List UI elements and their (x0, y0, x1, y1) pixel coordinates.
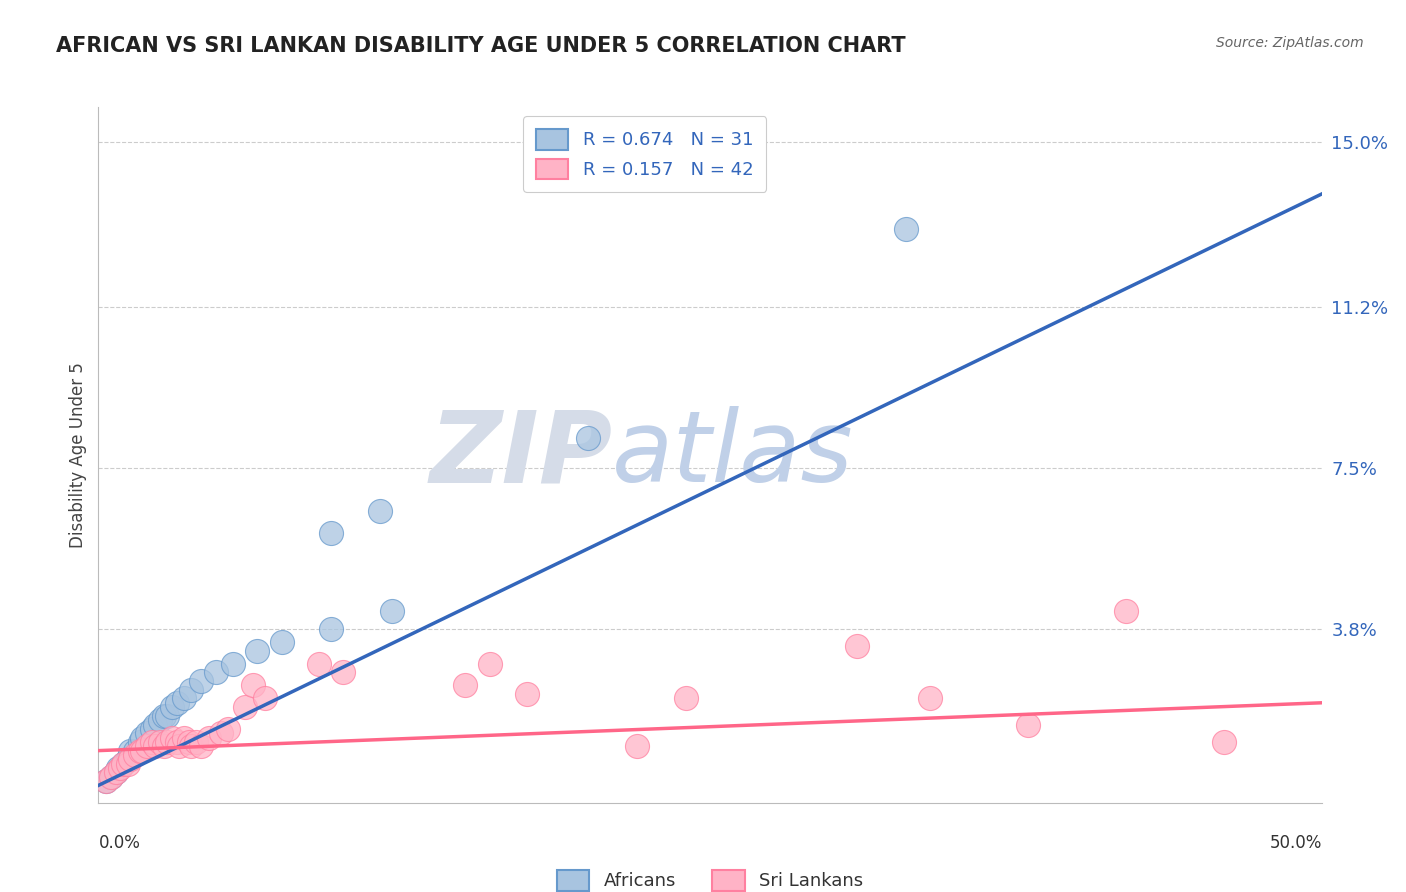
Point (217, 722, 239, 736)
Point (131, 744, 153, 758)
Point (319, 622, 342, 636)
Point (190, 739, 212, 754)
Point (319, 526, 342, 541)
Point (110, 761, 132, 775)
Point (845, 639, 868, 653)
Point (160, 700, 183, 714)
Point (120, 752, 142, 766)
Point (180, 739, 202, 754)
Point (167, 739, 190, 754)
Point (136, 739, 159, 754)
Point (173, 731, 195, 745)
Point (166, 696, 188, 710)
Point (149, 735, 172, 749)
Point (368, 504, 391, 518)
Point (104, 765, 127, 780)
Point (186, 735, 208, 749)
Point (141, 722, 163, 736)
Point (478, 657, 501, 671)
Point (156, 708, 179, 723)
Text: 0.0%: 0.0% (98, 834, 141, 852)
Text: 50.0%: 50.0% (1270, 834, 1322, 852)
Point (173, 691, 195, 706)
Point (124, 747, 146, 762)
Point (94, 774, 117, 789)
Point (381, 605, 404, 619)
Legend: Africans, Sri Lankans: Africans, Sri Lankans (550, 863, 870, 892)
Point (920, 691, 942, 706)
Point (209, 726, 232, 740)
Point (246, 643, 269, 657)
Point (100, 770, 122, 784)
Point (454, 678, 477, 692)
Point (143, 739, 166, 754)
Point (104, 765, 127, 780)
Point (515, 687, 537, 701)
Point (100, 770, 122, 784)
Point (1115, 605, 1137, 619)
Point (143, 717, 166, 731)
Point (129, 735, 152, 749)
Point (129, 744, 152, 758)
Point (111, 756, 134, 771)
Y-axis label: Disability Age Under 5: Disability Age Under 5 (69, 362, 87, 548)
Point (94, 774, 117, 789)
Text: Source: ZipAtlas.com: Source: ZipAtlas.com (1216, 36, 1364, 50)
Point (180, 682, 202, 697)
Point (233, 700, 256, 714)
Point (136, 726, 159, 740)
Point (308, 657, 330, 671)
Point (160, 731, 183, 745)
Point (1017, 717, 1039, 731)
Point (197, 731, 219, 745)
Point (153, 708, 176, 723)
Point (894, 221, 917, 235)
Point (153, 739, 176, 754)
Point (190, 674, 212, 689)
Point (222, 657, 245, 671)
Point (1212, 735, 1234, 749)
Point (626, 739, 648, 754)
Point (270, 635, 294, 649)
Point (177, 735, 200, 749)
Point (576, 431, 599, 445)
Point (166, 735, 188, 749)
Point (107, 761, 129, 775)
Point (111, 756, 134, 771)
Text: AFRICAN VS SRI LANKAN DISABILITY AGE UNDER 5 CORRELATION CHART: AFRICAN VS SRI LANKAN DISABILITY AGE UND… (56, 36, 905, 55)
Text: ZIP: ZIP (429, 407, 612, 503)
Point (124, 744, 146, 758)
Point (117, 756, 139, 771)
Point (675, 691, 697, 706)
Point (242, 678, 264, 692)
Point (332, 665, 354, 680)
Point (149, 713, 172, 727)
Point (131, 731, 153, 745)
Point (117, 752, 139, 766)
Point (120, 744, 142, 758)
Point (141, 735, 163, 749)
Point (205, 665, 228, 680)
Text: atlas: atlas (612, 407, 853, 503)
Point (253, 691, 276, 706)
Point (156, 735, 179, 749)
